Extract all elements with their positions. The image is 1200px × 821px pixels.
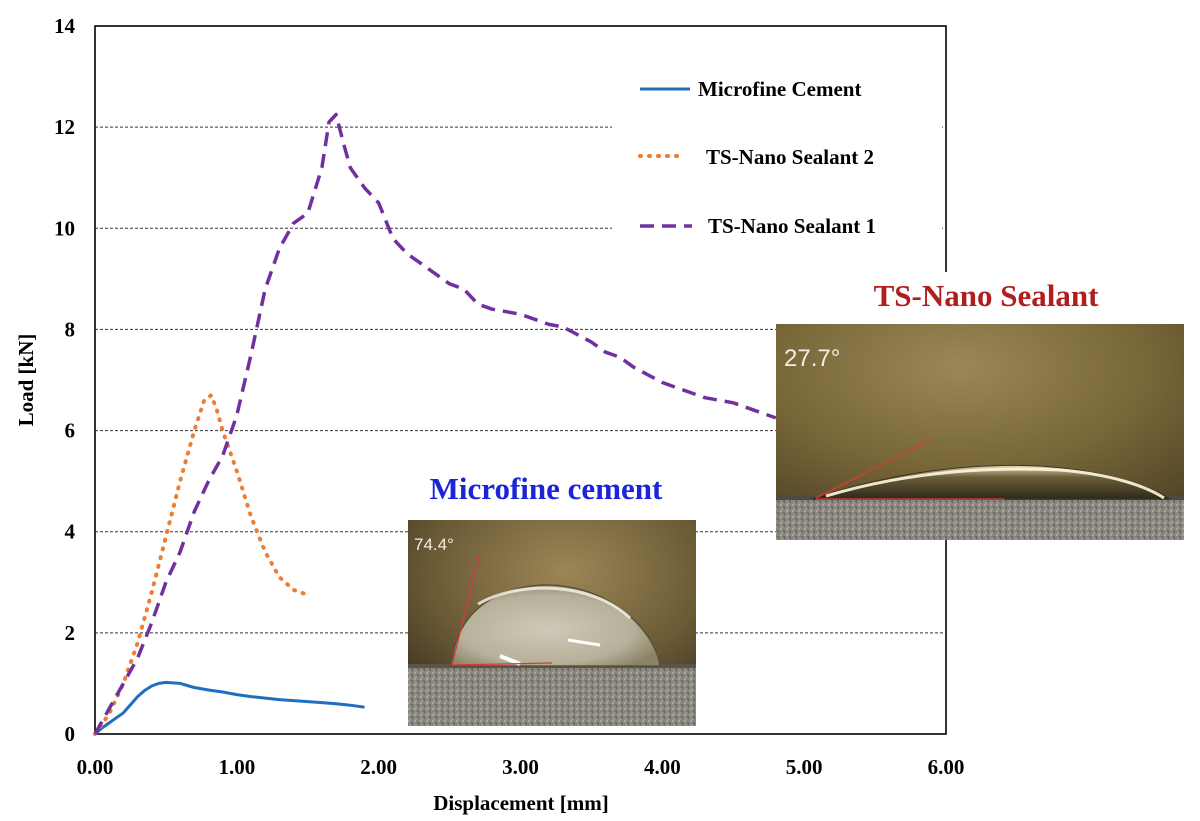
x-tick-label: 0.00: [77, 755, 114, 779]
contact-angle-label-2: 27.7°: [784, 345, 840, 372]
series-line-ts-nano-sealant-1: [93, 112, 777, 735]
series-line-ts-nano-sealant-2: [93, 393, 310, 736]
legend-label-ts-nano-sealant-1: TS-Nano Sealant 1: [708, 214, 876, 238]
x-tick-label: 6.00: [928, 755, 965, 779]
y-axis-ticks: 0 2 4 6 8 10 12 14: [54, 14, 76, 746]
y-tick-label: 10: [54, 216, 75, 240]
y-tick-label: 2: [65, 621, 76, 645]
x-tick-label: 4.00: [644, 755, 681, 779]
series-layer: [93, 112, 777, 736]
droplet-microfine-cement: [451, 584, 661, 667]
legend: Microfine Cement TS-Nano Sealant 2 TS-Na…: [612, 60, 942, 250]
inset-photo-ts-nano-sealant: 27.7°: [776, 324, 1184, 540]
annotation-ts-nano-sealant: TS-Nano Sealant: [874, 278, 1099, 313]
legend-label-microfine-cement: Microfine Cement: [698, 77, 861, 101]
series-line-microfine-cement: [94, 680, 365, 736]
y-axis-title: Load [kN]: [14, 334, 38, 427]
y-tick-label: 14: [54, 14, 76, 38]
x-axis-ticks: 0.00 1.00 2.00 3.00 4.00 5.00 6.00: [77, 755, 965, 779]
contact-angle-label-1: 74.4°: [414, 535, 454, 554]
y-tick-label: 0: [65, 722, 76, 746]
y-tick-label: 6: [65, 419, 76, 443]
x-tick-label: 1.00: [218, 755, 255, 779]
x-axis-title: Displacement [mm]: [433, 791, 609, 815]
annotation-background: [830, 272, 1165, 324]
legend-label-ts-nano-sealant-2: TS-Nano Sealant 2: [706, 145, 874, 169]
y-tick-label: 12: [54, 115, 75, 139]
inset-photo-microfine-cement: 74.4°: [408, 520, 696, 726]
contact-angle-line-1: [451, 551, 481, 666]
x-tick-label: 5.00: [786, 755, 823, 779]
annotation-microfine-cement: Microfine cement: [430, 471, 663, 506]
x-tick-label: 3.00: [502, 755, 539, 779]
contact-angle-line-2: [815, 439, 931, 499]
x-tick-label: 2.00: [360, 755, 397, 779]
y-tick-label: 4: [65, 520, 76, 544]
y-tick-label: 8: [65, 317, 76, 341]
